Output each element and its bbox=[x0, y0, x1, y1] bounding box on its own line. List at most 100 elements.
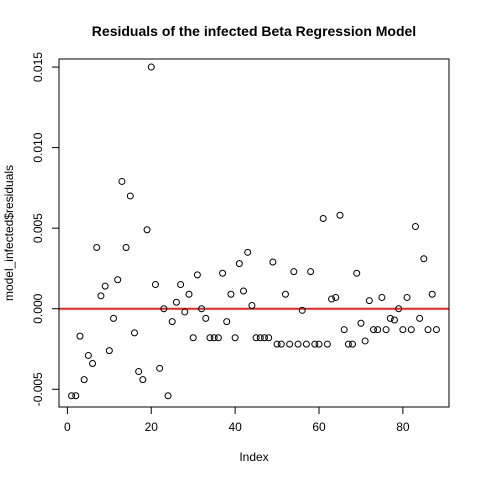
data-point bbox=[319, 215, 327, 222]
data-point bbox=[315, 340, 323, 348]
data-point bbox=[349, 340, 357, 348]
data-point bbox=[156, 364, 164, 372]
data-point bbox=[407, 326, 415, 334]
data-point bbox=[340, 326, 348, 334]
data-point bbox=[357, 319, 365, 327]
data-point bbox=[273, 340, 281, 348]
data-point bbox=[424, 326, 432, 334]
x-axis: 0 20 40 60 80 bbox=[64, 407, 410, 434]
data-point bbox=[361, 337, 369, 345]
data-point bbox=[126, 192, 134, 200]
data-point bbox=[84, 351, 92, 359]
data-point bbox=[378, 293, 386, 301]
data-point bbox=[89, 360, 97, 367]
plot-frame bbox=[58, 58, 450, 408]
data-point bbox=[93, 244, 101, 251]
data-point bbox=[365, 297, 373, 305]
x-tick-label: 20 bbox=[145, 420, 159, 434]
data-point bbox=[395, 305, 403, 313]
data-point bbox=[307, 268, 315, 276]
data-point bbox=[344, 340, 352, 348]
data-point bbox=[219, 269, 227, 277]
data-point bbox=[277, 340, 285, 348]
data-point bbox=[227, 290, 235, 298]
data-point bbox=[139, 376, 147, 384]
data-point bbox=[110, 314, 118, 322]
data-point bbox=[185, 290, 193, 298]
data-point bbox=[68, 392, 76, 400]
data-point bbox=[332, 293, 340, 301]
x-tick-label: 80 bbox=[396, 420, 410, 434]
data-point bbox=[202, 314, 210, 322]
data-point bbox=[240, 287, 248, 295]
data-point bbox=[231, 334, 239, 342]
data-point bbox=[260, 334, 268, 342]
data-point bbox=[416, 314, 424, 322]
y-tick-label: 0.010 bbox=[31, 132, 45, 162]
data-point bbox=[328, 295, 336, 303]
x-axis-label: Index bbox=[239, 450, 268, 464]
data-point bbox=[323, 340, 331, 348]
data-point bbox=[147, 63, 155, 71]
data-point bbox=[432, 326, 440, 334]
data-point bbox=[210, 334, 218, 342]
data-point bbox=[122, 244, 130, 251]
data-point bbox=[189, 334, 197, 342]
data-point bbox=[374, 326, 382, 334]
y-tick-label: 0.000 bbox=[31, 293, 45, 323]
data-point bbox=[353, 269, 361, 277]
data-point bbox=[118, 177, 126, 185]
data-point bbox=[76, 332, 84, 340]
y-axis: -0.005 0.000 0.005 0.010 0.015 bbox=[31, 52, 59, 406]
data-point bbox=[101, 282, 109, 290]
y-tick-label: -0.005 bbox=[31, 372, 45, 406]
data-point bbox=[302, 340, 310, 348]
data-point bbox=[198, 305, 206, 313]
data-point bbox=[428, 290, 436, 298]
data-point bbox=[97, 292, 105, 300]
data-point bbox=[390, 316, 398, 324]
data-point bbox=[370, 326, 378, 334]
data-point bbox=[269, 258, 277, 266]
data-point bbox=[235, 260, 243, 268]
data-point bbox=[298, 306, 306, 314]
x-tick-label: 0 bbox=[64, 420, 71, 434]
data-point bbox=[256, 334, 264, 342]
data-point bbox=[72, 392, 80, 400]
data-point bbox=[172, 298, 180, 306]
chart-title: Residuals of the infected Beta Regressio… bbox=[92, 23, 416, 39]
data-point bbox=[382, 326, 390, 334]
data-point bbox=[386, 314, 394, 322]
data-point bbox=[311, 340, 319, 348]
data-point bbox=[80, 376, 88, 384]
data-points bbox=[68, 63, 440, 400]
data-point bbox=[281, 290, 289, 298]
x-tick-label: 40 bbox=[228, 420, 242, 434]
data-point bbox=[290, 268, 298, 276]
y-axis-label: model_infected$residuals bbox=[2, 165, 16, 301]
y-tick-label: 0.005 bbox=[31, 213, 45, 243]
data-point bbox=[114, 276, 122, 284]
data-point bbox=[177, 281, 185, 289]
data-point bbox=[411, 223, 419, 231]
data-point bbox=[181, 308, 189, 316]
y-tick-label: 0.015 bbox=[31, 52, 45, 82]
data-point bbox=[105, 347, 113, 355]
data-point bbox=[252, 334, 260, 342]
data-point bbox=[214, 334, 222, 342]
data-point bbox=[336, 211, 344, 219]
data-point bbox=[399, 326, 407, 334]
data-point bbox=[403, 293, 411, 301]
data-point bbox=[151, 281, 159, 289]
data-point bbox=[286, 340, 294, 348]
data-point bbox=[223, 318, 231, 326]
data-point bbox=[248, 302, 256, 309]
data-point bbox=[294, 340, 302, 348]
data-point bbox=[130, 329, 138, 337]
data-point bbox=[164, 392, 172, 400]
data-point bbox=[143, 226, 151, 234]
data-point bbox=[244, 248, 252, 256]
data-point bbox=[206, 334, 214, 342]
data-point bbox=[135, 368, 143, 376]
